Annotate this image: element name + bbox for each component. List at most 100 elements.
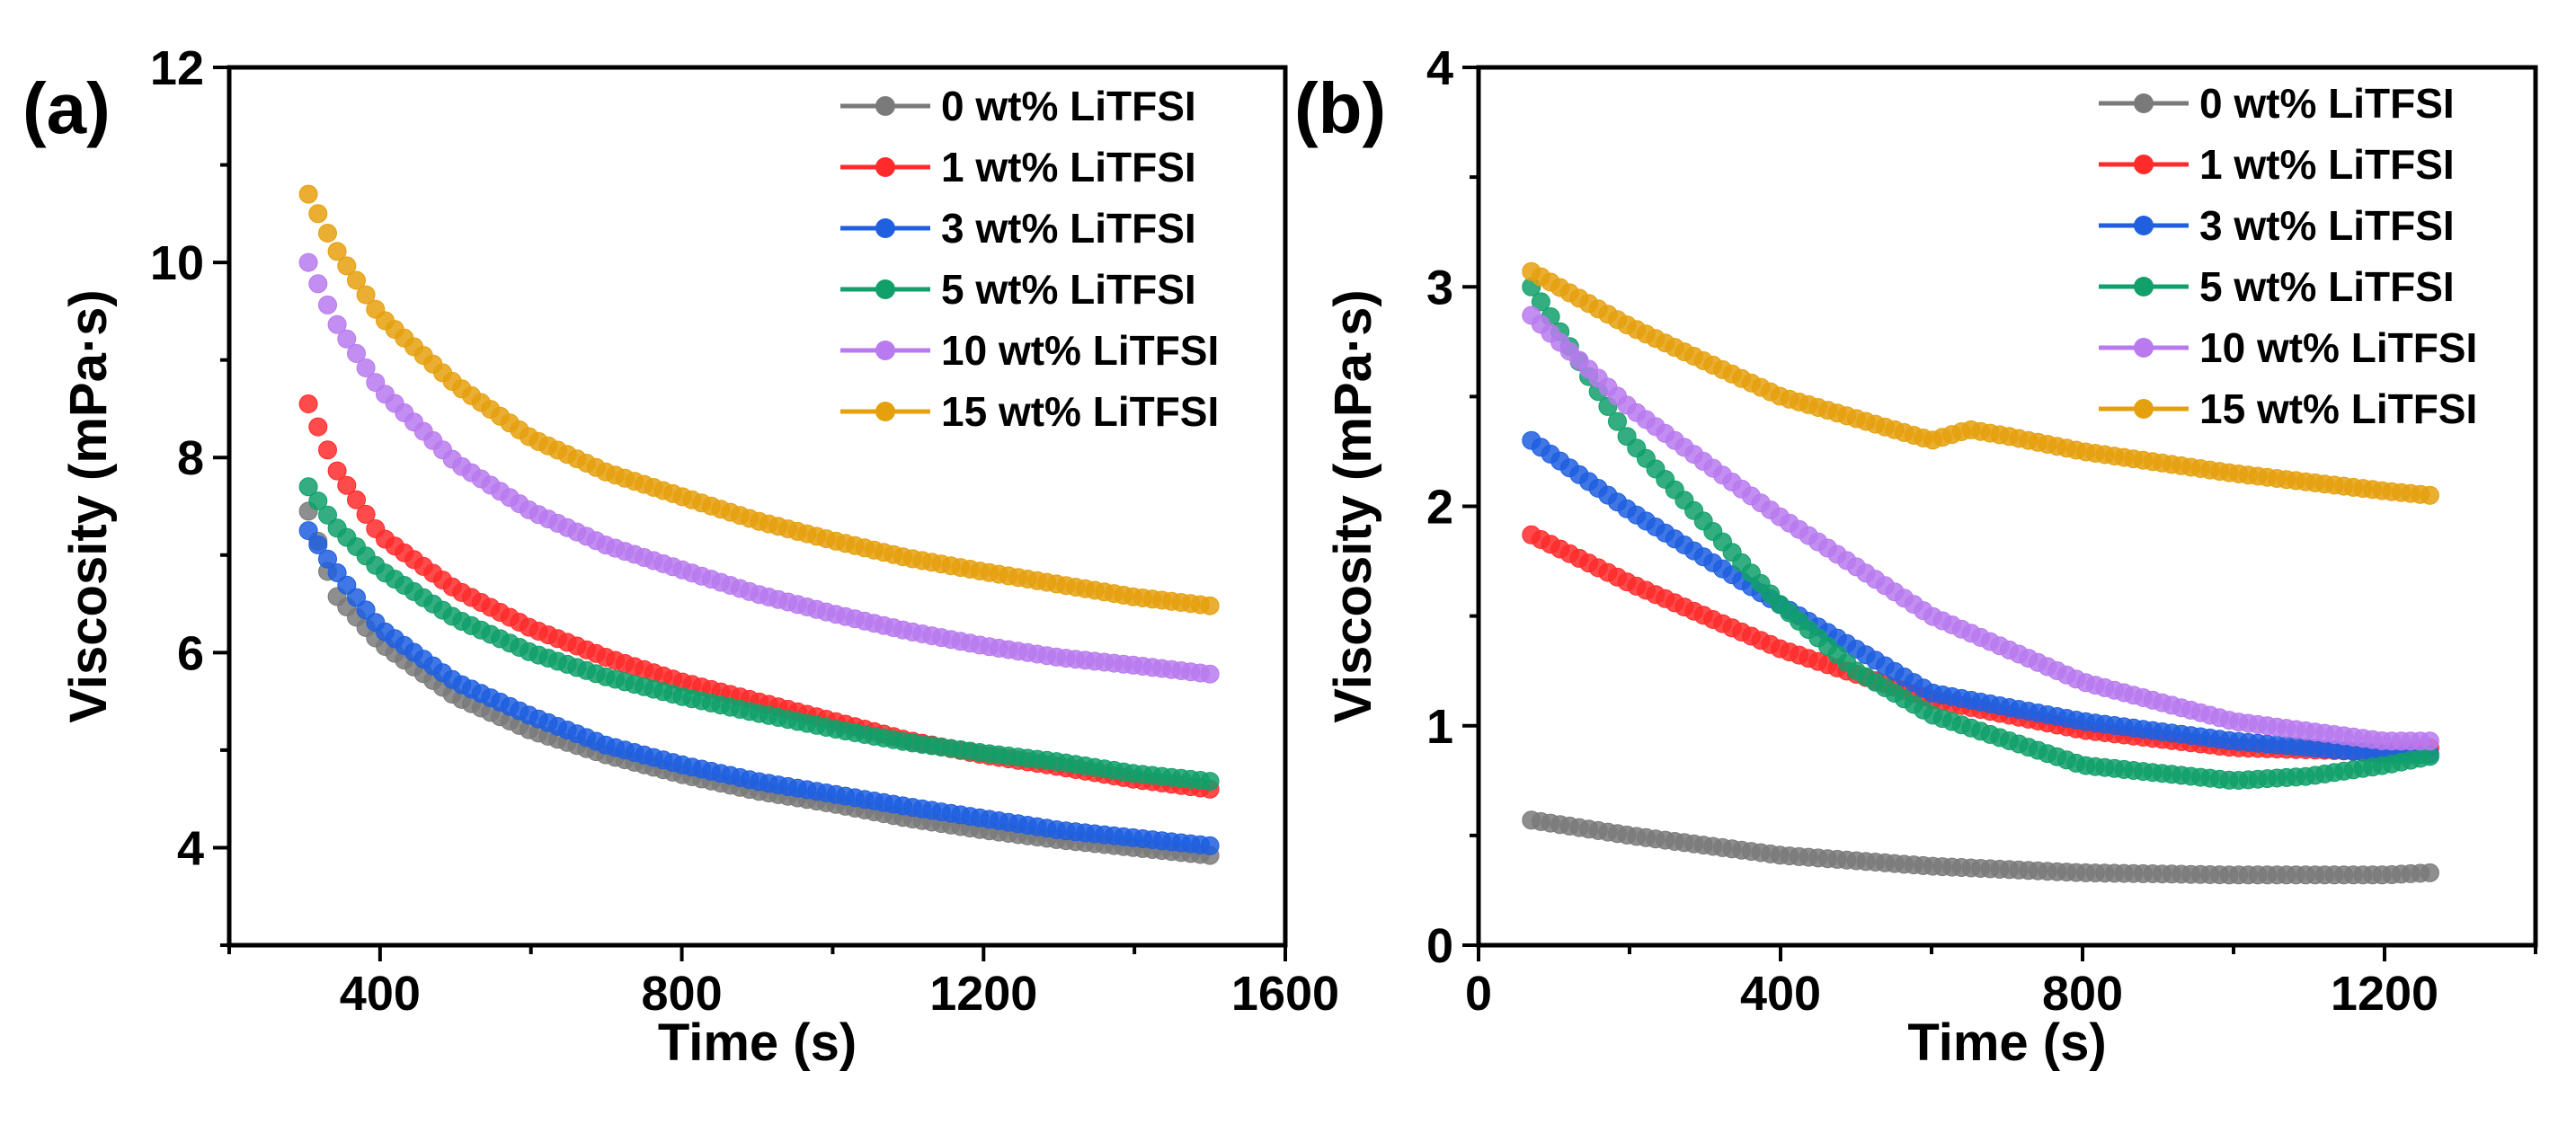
- data-point: [1608, 412, 1627, 431]
- y-tick-label: 4: [177, 821, 204, 875]
- legend-entry: 5 wt% LiTFSI: [2099, 263, 2455, 310]
- data-point: [327, 461, 347, 481]
- legend-entry: 3 wt% LiTFSI: [840, 205, 1196, 252]
- legend-label: 1 wt% LiTFSI: [2199, 141, 2455, 188]
- legend-label: 3 wt% LiTFSI: [2199, 202, 2455, 249]
- x-tick-label: 400: [340, 967, 421, 1021]
- legend-entry: 15 wt% LiTFSI: [2099, 385, 2477, 432]
- series-0: [298, 501, 1220, 865]
- x-tick-label: 0: [1465, 967, 1492, 1021]
- data-point: [298, 521, 318, 541]
- legend-entry: 1 wt% LiTFSI: [2099, 141, 2455, 188]
- legend-entry: 1 wt% LiTFSI: [840, 144, 1196, 190]
- legend-marker: [875, 279, 895, 299]
- data-point: [308, 535, 328, 554]
- series-1: [298, 394, 1220, 799]
- series-0: [1522, 810, 2439, 885]
- legend-label: 1 wt% LiTFSI: [941, 144, 1196, 190]
- data-point: [318, 549, 337, 569]
- x-axis-label: Time (s): [658, 1013, 857, 1072]
- legend-label: 10 wt% LiTFSI: [2199, 324, 2477, 371]
- legend-entry: 10 wt% LiTFSI: [840, 327, 1219, 374]
- legend-marker: [2134, 216, 2154, 235]
- y-tick-label: 1: [1426, 700, 1453, 754]
- panel-b: (b) 0 400 800 1200 0 1 2 3 4 Time (s) Viscosity (mP…: [1294, 41, 2538, 1072]
- legend-entry: 5 wt% LiTFSI: [840, 266, 1196, 313]
- y-tick-label: 6: [177, 626, 204, 680]
- legend-marker: [2134, 93, 2154, 113]
- data-point: [308, 491, 328, 511]
- data-point: [298, 477, 318, 497]
- data-point: [337, 475, 357, 495]
- legend-entry: 10 wt% LiTFSI: [2099, 324, 2477, 371]
- y-axis-label: Viscosity (mPa·s): [59, 289, 118, 722]
- series-4: [1522, 305, 2439, 751]
- y-tick-label: 12: [150, 41, 204, 95]
- y-tick-label: 10: [150, 236, 204, 290]
- data-point: [2420, 731, 2439, 751]
- data-point: [347, 343, 366, 363]
- data-point: [337, 256, 357, 276]
- legend-label: 0 wt% LiTFSI: [941, 83, 1196, 129]
- series-2: [298, 521, 1220, 855]
- legend-marker: [875, 157, 895, 177]
- x-tick-label: 800: [2042, 967, 2123, 1021]
- legend-marker: [875, 96, 895, 116]
- legend-marker: [2134, 338, 2154, 358]
- data-point: [327, 314, 347, 334]
- legend-marker: [2134, 399, 2154, 419]
- data-point: [327, 242, 347, 261]
- data-point: [318, 440, 337, 460]
- data-point: [1200, 664, 1220, 684]
- data-point: [308, 204, 328, 224]
- y-tick-label: 3: [1426, 261, 1453, 314]
- legend-label: 5 wt% LiTFSI: [2199, 263, 2455, 310]
- data-point: [2420, 863, 2439, 882]
- legend-marker: [2134, 155, 2154, 174]
- panel-label: (a): [22, 68, 111, 148]
- legend-entry: 3 wt% LiTFSI: [2099, 202, 2455, 249]
- legend-label: 3 wt% LiTFSI: [941, 205, 1196, 252]
- data-point: [356, 504, 376, 524]
- data-point: [308, 274, 328, 294]
- panel-a: (a) 400 800 1200 1600 4 6 8 10 12 Time (s) Viscosit…: [22, 41, 1339, 1072]
- y-tick-label: 8: [177, 431, 204, 485]
- legend-marker: [875, 341, 895, 360]
- x-tick-label: 400: [1740, 967, 1821, 1021]
- series-4: [298, 252, 1220, 684]
- series-3: [1522, 277, 2439, 790]
- legend-entry: 0 wt% LiTFSI: [2099, 80, 2455, 127]
- y-tick-label: 4: [1426, 41, 1453, 95]
- x-tick-label: 1600: [1231, 967, 1339, 1021]
- legend-marker: [2134, 277, 2154, 296]
- data-point: [298, 394, 318, 413]
- y-tick-label: 2: [1426, 481, 1453, 535]
- x-tick-label: 1200: [929, 967, 1037, 1021]
- data-point: [347, 270, 366, 290]
- series-3: [298, 477, 1220, 792]
- legend-label: 10 wt% LiTFSI: [941, 327, 1219, 374]
- legend-label: 15 wt% LiTFSI: [941, 388, 1219, 435]
- x-tick-label: 1200: [2331, 967, 2438, 1021]
- y-axis-label: Viscosity (mPa·s): [1324, 289, 1382, 722]
- legend-label: 5 wt% LiTFSI: [941, 266, 1196, 313]
- data-point: [2420, 485, 2439, 505]
- x-axis-label: Time (s): [1907, 1013, 2106, 1072]
- data-point: [318, 295, 337, 314]
- legend-label: 15 wt% LiTFSI: [2199, 385, 2477, 432]
- data-point: [356, 358, 376, 377]
- series-5: [298, 184, 1220, 615]
- data-point: [298, 184, 318, 204]
- legend-entry: 0 wt% LiTFSI: [840, 83, 1196, 129]
- data-point: [318, 505, 337, 525]
- y-tick-label: 0: [1426, 919, 1453, 973]
- data-point: [298, 252, 318, 272]
- x-tick-label: 800: [642, 967, 723, 1021]
- data-point: [337, 329, 357, 349]
- panel-label: (b): [1294, 68, 1386, 148]
- data-point: [1200, 596, 1220, 615]
- data-point: [347, 490, 366, 509]
- legend-marker: [875, 402, 895, 421]
- legend-label: 0 wt% LiTFSI: [2199, 80, 2455, 127]
